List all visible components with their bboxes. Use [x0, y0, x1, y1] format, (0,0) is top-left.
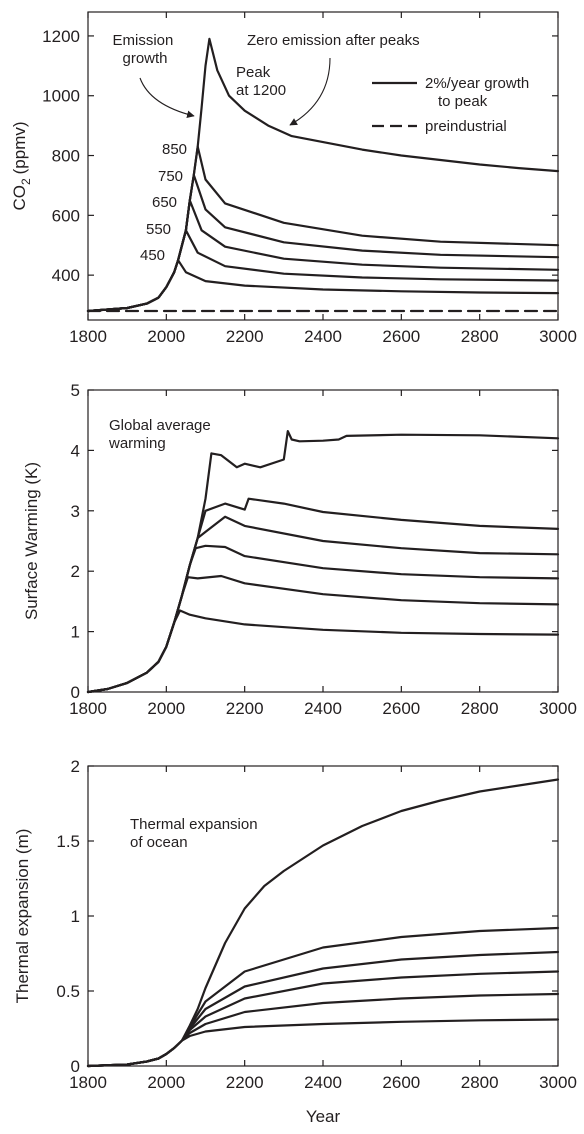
co2-series-6: [86, 37, 560, 313]
co2-x-tick-label: 2000: [147, 327, 185, 346]
warming-x-tick-label: 3000: [539, 699, 577, 718]
warming-y-tick-label: 4: [71, 441, 80, 460]
peak-label-550: 550: [146, 221, 171, 238]
expansion-x-tick-label: 2000: [147, 1073, 185, 1092]
emission-growth-label: Emission growth: [112, 32, 177, 67]
co2-x-tick-label: 2400: [304, 327, 342, 346]
expansion-series-group: [86, 778, 560, 1068]
co2-panel: 1800 2000 2200 2400 2600 2800 3000 400 600 800 100…: [10, 11, 577, 346]
expansion-series-5: [86, 926, 560, 1068]
co2-ticks-group: 1800 2000 2200 2400 2600 2800 3000 400 600 800 100…: [42, 12, 577, 346]
peak-label-650: 650: [152, 194, 177, 211]
warming-x-tick-label: 2800: [461, 699, 499, 718]
warming-x-tick-label: 1800: [69, 699, 107, 718]
peak-label-850: 850: [162, 141, 187, 158]
warming-series-6: [86, 430, 560, 694]
co2-y-tick-label: 1200: [42, 27, 80, 46]
expansion-x-tick-label: 2200: [226, 1073, 264, 1092]
zero-emission-label: Zero emission after peaks: [247, 32, 420, 49]
co2-x-tick-label: 2200: [226, 327, 264, 346]
warming-ticks-group: 1800 2000 2200 2400 2600 2800 3000 0 1 2 3 4 5: [69, 381, 577, 718]
warming-y-tick-label: 2: [71, 562, 80, 581]
expansion-series-6: [86, 778, 560, 1068]
thermal-expansion-label: Thermal expansion of ocean: [130, 816, 262, 851]
emission-growth-arrow: [139, 77, 195, 119]
expansion-x-tick-label: 2800: [461, 1073, 499, 1092]
expansion-x-tick-label: 3000: [539, 1073, 577, 1092]
expansion-y-tick-label: 0: [71, 1057, 80, 1076]
zero-emission-arrow: [289, 57, 331, 126]
co2-y-axis-label: CO2(ppmv): [10, 121, 33, 210]
co2-x-tick-label: 2800: [461, 327, 499, 346]
co2-y-tick-label: 600: [52, 206, 80, 225]
expansion-ticks-group: 1800 2000 2200 2400 2600 2800 3000 0 0.5 1 1.5 2: [56, 757, 577, 1092]
expansion-x-tick-label: 1800: [69, 1073, 107, 1092]
expansion-y-axis-label: Thermal expansion (m): [13, 829, 32, 1004]
co2-x-tick-label: 3000: [539, 327, 577, 346]
warming-series-1: [86, 609, 560, 694]
warming-x-tick-label: 2000: [147, 699, 185, 718]
co2-x-tick-label: 1800: [69, 327, 107, 346]
x-axis-title: Year: [306, 1107, 341, 1126]
expansion-y-tick-label: 0.5: [56, 982, 80, 1001]
warming-x-tick-label: 2200: [226, 699, 264, 718]
expansion-y-tick-label: 1.5: [56, 832, 80, 851]
co2-legend: 2%/year growth to peak preindustrial: [372, 75, 533, 135]
co2-y-tick-label: 400: [52, 266, 80, 285]
expansion-series-3: [86, 970, 560, 1068]
legend-dashed-label: preindustrial: [425, 118, 507, 135]
expansion-panel: 1800 2000 2200 2400 2600 2800 3000 0 0.5 1 1.5 2 Th…: [13, 757, 577, 1126]
expansion-y-tick-label: 1: [71, 907, 80, 926]
peak-label-750: 750: [158, 168, 183, 185]
warming-y-tick-label: 1: [71, 623, 80, 642]
warming-y-tick-label: 5: [71, 381, 80, 400]
expansion-y-tick-label: 2: [71, 757, 80, 776]
warming-series-group: [86, 430, 560, 694]
warming-series-3: [86, 544, 560, 694]
warming-x-tick-label: 2600: [382, 699, 420, 718]
expansion-series-4: [86, 950, 560, 1068]
co2-y-tick-label: 1000: [42, 87, 80, 106]
global-average-warming-label: Global average warming: [108, 417, 215, 452]
warming-y-axis-label: Surface Warming (K): [22, 462, 41, 620]
co2-y-tick-label: 800: [52, 147, 80, 166]
warming-panel: 1800 2000 2200 2400 2600 2800 3000 0 1 2 3 4 5 Surfa…: [22, 381, 577, 718]
expansion-series-2: [86, 992, 560, 1068]
expansion-x-tick-label: 2600: [382, 1073, 420, 1092]
co2-series-group: [86, 37, 560, 313]
warming-y-tick-label: 3: [71, 502, 80, 521]
expansion-x-tick-label: 2400: [304, 1073, 342, 1092]
warming-x-tick-label: 2400: [304, 699, 342, 718]
legend-solid-label: 2%/year growth to peak: [425, 75, 533, 110]
co2-x-tick-label: 2600: [382, 327, 420, 346]
peak-label-450: 450: [140, 247, 165, 264]
warming-y-tick-label: 0: [71, 683, 80, 702]
peak-at-1200-label: Peak at 1200: [236, 64, 286, 99]
